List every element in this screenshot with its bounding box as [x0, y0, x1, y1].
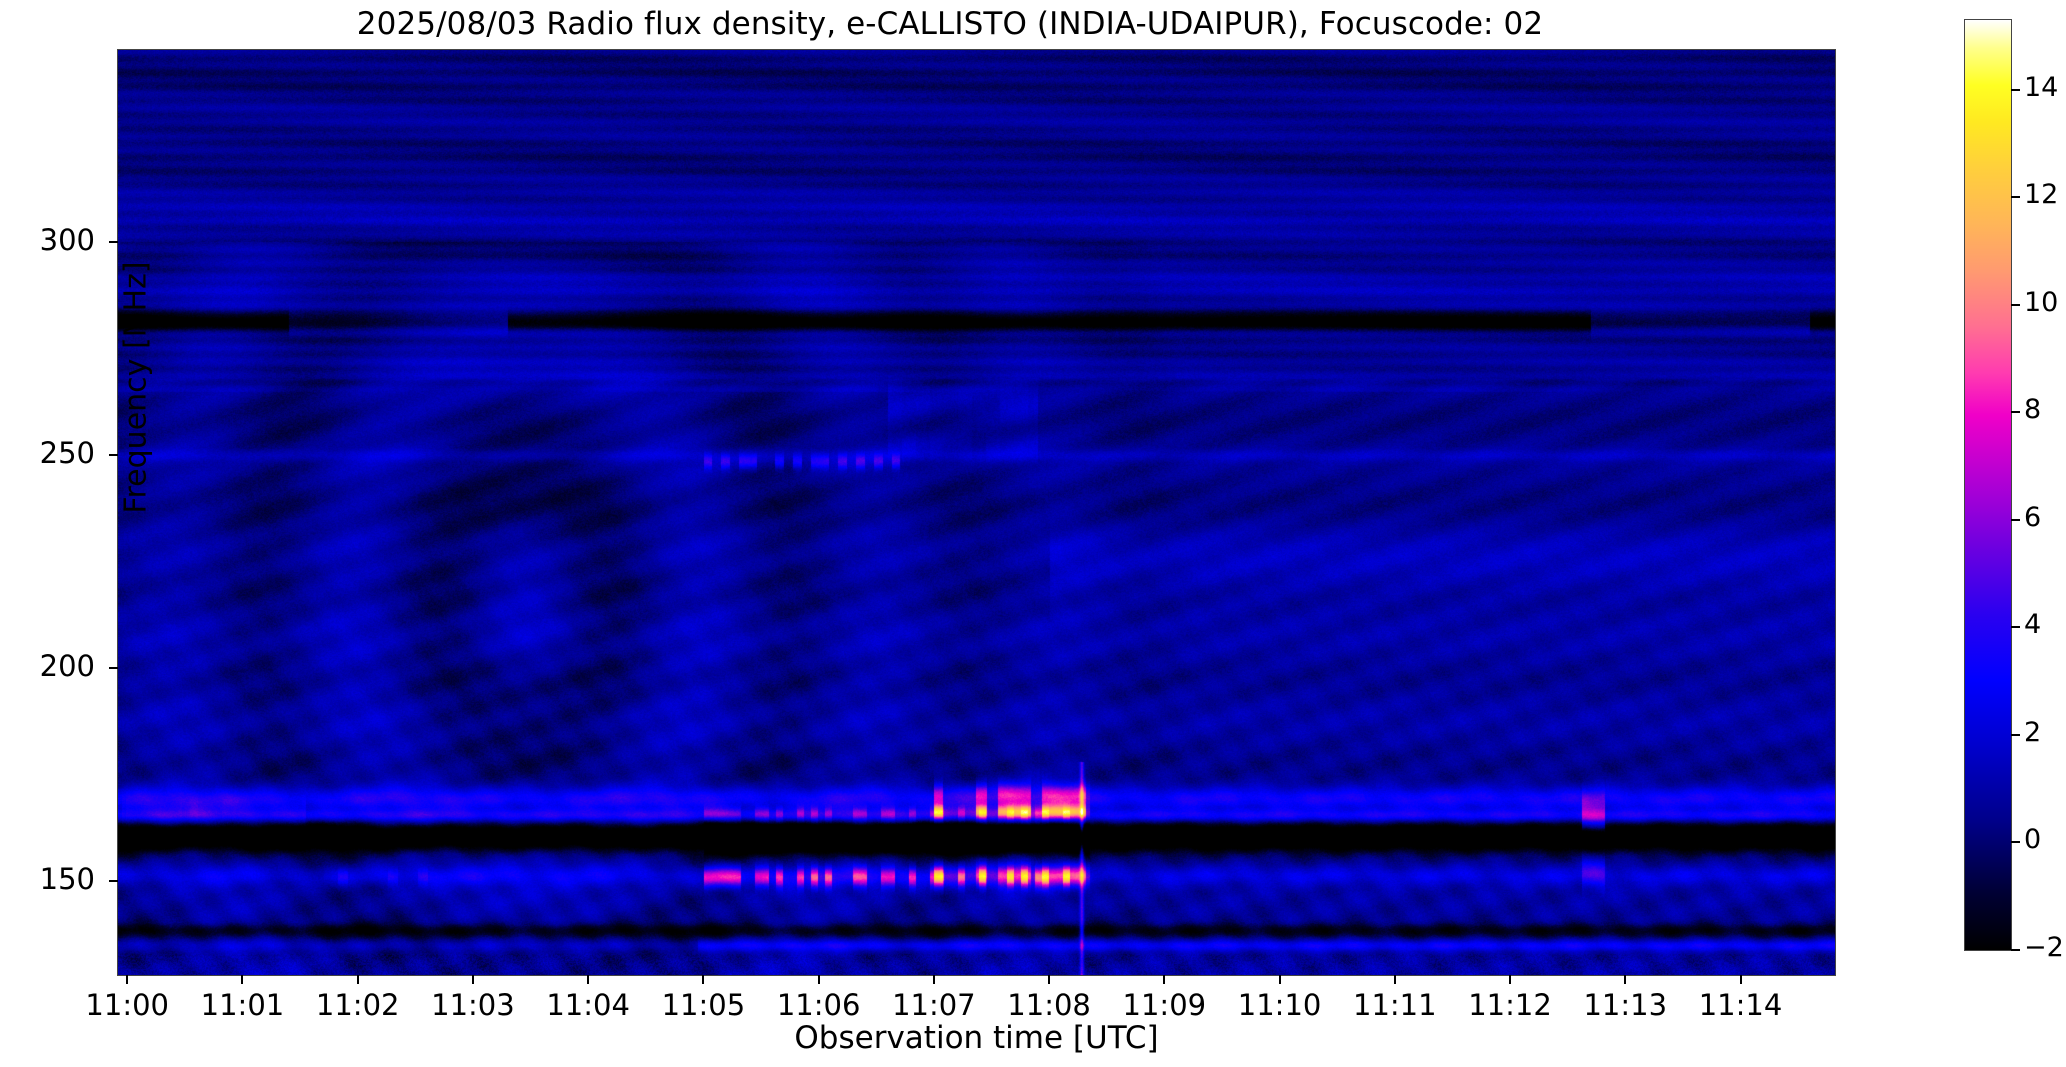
x-tick-label: 11:08	[1007, 988, 1091, 1022]
y-tick-mark	[109, 880, 118, 883]
y-axis-label: Frequency [MHz]	[118, 261, 154, 514]
x-tick-label: 11:02	[315, 988, 400, 1022]
x-tick-mark	[1509, 975, 1512, 984]
colorbar-tick-label: 14	[2024, 71, 2059, 103]
colorbar-tick-mark	[2011, 841, 2020, 844]
x-tick-label: 11:10	[1237, 988, 1322, 1022]
page-title: 2025/08/03 Radio flux density, e-CALLIST…	[356, 6, 1544, 42]
x-tick-label: 11:12	[1468, 988, 1552, 1022]
x-tick-label: 11:13	[1583, 988, 1668, 1022]
x-tick-label: 11:00	[85, 988, 169, 1022]
x-tick-label: 11:04	[546, 988, 630, 1022]
y-tick-label: 250	[39, 435, 95, 470]
colorbar-tick-mark	[2011, 88, 2020, 91]
colorbar-tick-mark	[2011, 518, 2020, 521]
y-tick-label: 300	[39, 222, 95, 257]
x-tick-mark	[1278, 975, 1281, 984]
colorbar-tick-mark	[2011, 303, 2020, 306]
spectrogram-canvas	[118, 50, 1835, 975]
colorbar-tick-label: −2	[2024, 932, 2064, 963]
y-tick-mark	[109, 240, 118, 243]
x-axis-label: Observation time [UTC]	[794, 1020, 1159, 1056]
x-tick-label: 11:01	[200, 988, 285, 1022]
colorbar-tick-label: 10	[2024, 286, 2059, 318]
x-tick-mark	[471, 975, 474, 984]
x-tick-label: 11:06	[776, 988, 861, 1022]
x-tick-mark	[1624, 975, 1627, 984]
colorbar-tick-label: 6	[2024, 501, 2042, 533]
colorbar-tick-label: 2	[2024, 716, 2042, 748]
x-tick-mark	[1393, 975, 1396, 984]
x-tick-mark	[1739, 975, 1742, 984]
colorbar-tick-mark	[2011, 196, 2020, 199]
x-tick-label: 11:09	[1122, 988, 1207, 1022]
colorbar-tick-label: 12	[2024, 179, 2059, 211]
x-tick-mark	[126, 975, 129, 984]
x-tick-label: 11:11	[1353, 988, 1437, 1022]
x-tick-mark	[1048, 975, 1051, 984]
x-tick-label: 11:05	[661, 988, 746, 1022]
colorbar-tick-mark	[2011, 626, 2020, 629]
y-tick-label: 200	[39, 649, 95, 684]
x-tick-label: 11:14	[1698, 988, 1783, 1022]
colorbar-tick-label: 8	[2024, 394, 2042, 426]
x-tick-mark	[817, 975, 820, 984]
y-tick-label: 150	[39, 862, 95, 897]
colorbar	[1965, 20, 2011, 950]
x-tick-mark	[241, 975, 244, 984]
colorbar-tick-mark	[2011, 949, 2020, 951]
x-tick-mark	[587, 975, 590, 984]
colorbar-tick-label: 4	[2024, 609, 2042, 641]
y-tick-mark	[109, 667, 118, 670]
x-tick-label: 11:07	[892, 988, 976, 1022]
colorbar-tick-mark	[2011, 411, 2020, 414]
x-tick-mark	[702, 975, 705, 984]
x-tick-label: 11:03	[431, 988, 515, 1022]
x-tick-mark	[356, 975, 359, 984]
x-tick-mark	[932, 975, 935, 984]
colorbar-tick-label: 0	[2024, 824, 2042, 856]
colorbar-tick-mark	[2011, 733, 2020, 736]
x-tick-mark	[1163, 975, 1166, 984]
spectrogram-plot-area	[118, 50, 1835, 975]
y-tick-mark	[109, 453, 118, 456]
